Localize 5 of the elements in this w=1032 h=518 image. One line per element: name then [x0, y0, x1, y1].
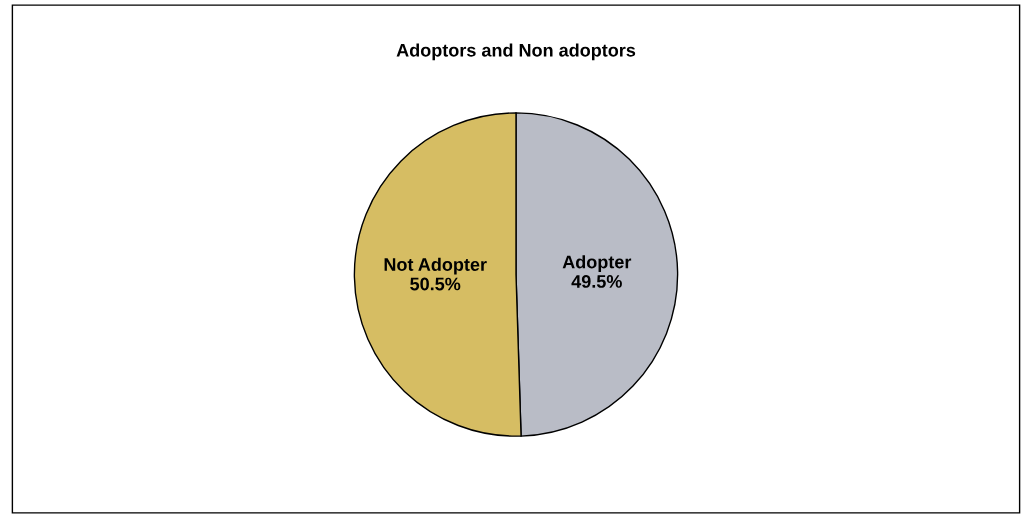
- data-label: 49.5%: [571, 275, 622, 288]
- slice-label: Not Adopter: [384, 257, 487, 275]
- chart-title: Adoptors and Non adoptors: [396, 43, 636, 61]
- slice-label: Adopter: [562, 255, 632, 272]
- data-label: 50.5%: [410, 277, 461, 291]
